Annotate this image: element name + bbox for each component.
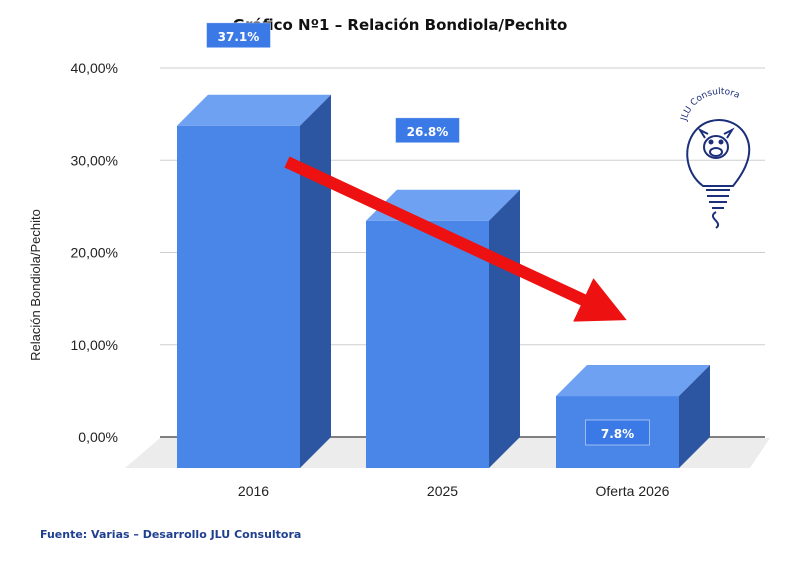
data-label-box [585, 419, 650, 446]
bar-side [489, 189, 520, 468]
x-tick-label: 2025 [427, 483, 458, 499]
y-tick-label: 20,00% [71, 245, 118, 261]
chart-title: Gráfico Nº1 – Relación Bondiola/Pechito [232, 16, 568, 34]
bar: 26.8% [366, 117, 520, 468]
x-tick-label: 2016 [238, 483, 269, 499]
bar: 37.1% [177, 22, 331, 468]
logo-text: JLU Consultora [679, 87, 741, 123]
data-label: 26.8% [407, 125, 449, 139]
data-label: 7.8% [601, 427, 634, 441]
bar-top [556, 365, 710, 397]
bar-top [177, 94, 331, 126]
y-tick-label: 0,00% [78, 429, 118, 445]
data-label: 37.1% [218, 30, 260, 44]
y-tick-label: 40,00% [71, 60, 118, 76]
x-tick-label: Oferta 2026 [596, 483, 670, 499]
bar-side [679, 365, 710, 468]
bar-front [366, 220, 489, 468]
trend-arrow [284, 156, 627, 322]
y-tick-label: 10,00% [71, 337, 118, 353]
y-tick-label: 30,00% [71, 152, 118, 168]
bar: 7.8% [556, 365, 710, 468]
bar-front [177, 125, 300, 468]
logo: JLU Consultora [679, 87, 751, 229]
data-label-box [395, 117, 460, 144]
data-label-box [206, 22, 271, 49]
source-note: Fuente: Varias – Desarrollo JLU Consulto… [40, 528, 302, 541]
pig-lightbulb-icon [686, 119, 751, 229]
y-axis-label: Relación Bondiola/Pechito [28, 209, 43, 361]
bar-side [300, 94, 331, 468]
